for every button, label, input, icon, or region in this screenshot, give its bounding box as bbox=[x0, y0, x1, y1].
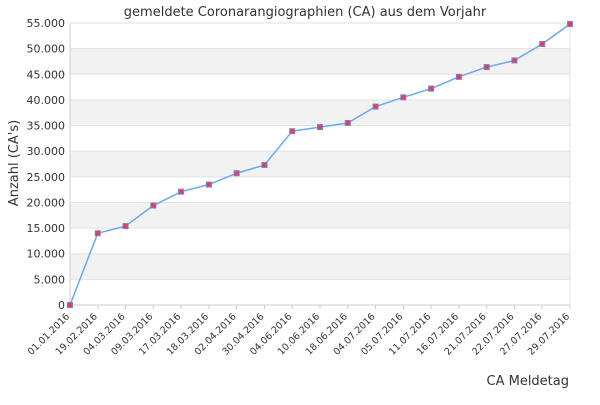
chart-title: gemeldete Coronarangiographien (CA) aus … bbox=[124, 5, 487, 20]
data-point[interactable] bbox=[122, 223, 129, 230]
background-band bbox=[70, 253, 570, 280]
data-point[interactable] bbox=[372, 103, 379, 110]
x-axis-title: CA Meldetag bbox=[487, 374, 570, 389]
y-tick-label: 40.000 bbox=[27, 94, 66, 107]
background-band bbox=[70, 279, 570, 305]
y-tick-label: 30.000 bbox=[27, 145, 66, 158]
background-band bbox=[70, 176, 570, 203]
background-bands bbox=[70, 23, 570, 305]
data-point[interactable] bbox=[317, 124, 323, 131]
data-point[interactable] bbox=[539, 41, 546, 48]
data-point[interactable] bbox=[400, 94, 407, 101]
y-tick-label: 35.000 bbox=[27, 120, 66, 133]
x-tick-labels: 01.01.201619.02.201604.03.201609.03.2016… bbox=[26, 305, 572, 358]
data-point[interactable] bbox=[289, 128, 296, 135]
data-point[interactable] bbox=[261, 162, 268, 169]
series-markers bbox=[67, 21, 573, 308]
data-point[interactable] bbox=[233, 170, 240, 177]
data-point[interactable] bbox=[178, 188, 185, 195]
y-tick-label: 55.000 bbox=[27, 17, 66, 30]
data-point[interactable] bbox=[344, 119, 351, 126]
data-point[interactable] bbox=[428, 85, 435, 92]
data-point[interactable] bbox=[94, 230, 101, 237]
y-tick-label: 15.000 bbox=[27, 222, 66, 235]
data-point[interactable] bbox=[511, 57, 518, 64]
y-tick-label: 25.000 bbox=[27, 171, 66, 184]
data-point[interactable] bbox=[567, 21, 573, 28]
data-point[interactable] bbox=[455, 73, 462, 80]
y-tick-label: 10.000 bbox=[27, 248, 66, 261]
background-band bbox=[70, 23, 570, 49]
y-tick-label: 5.000 bbox=[34, 273, 66, 286]
background-band bbox=[70, 48, 570, 75]
data-point[interactable] bbox=[67, 302, 73, 308]
background-band bbox=[70, 228, 570, 254]
y-axis-title: Anzahl (CA's) bbox=[7, 120, 22, 206]
y-tick-label: 45.000 bbox=[27, 68, 66, 81]
y-tick-label: 20.000 bbox=[27, 196, 66, 209]
background-band bbox=[70, 202, 570, 229]
data-point[interactable] bbox=[483, 64, 490, 71]
data-point[interactable] bbox=[150, 202, 157, 209]
y-tick-label: 50.000 bbox=[27, 43, 66, 56]
background-band bbox=[70, 151, 570, 177]
background-band bbox=[70, 99, 570, 126]
y-tick-label: 0 bbox=[58, 299, 65, 312]
background-band bbox=[70, 74, 570, 100]
data-point[interactable] bbox=[205, 181, 212, 188]
y-tick-labels: 0 5.000 10.000 15.000 20.000 25.000 30.000 35.0… bbox=[27, 17, 66, 312]
